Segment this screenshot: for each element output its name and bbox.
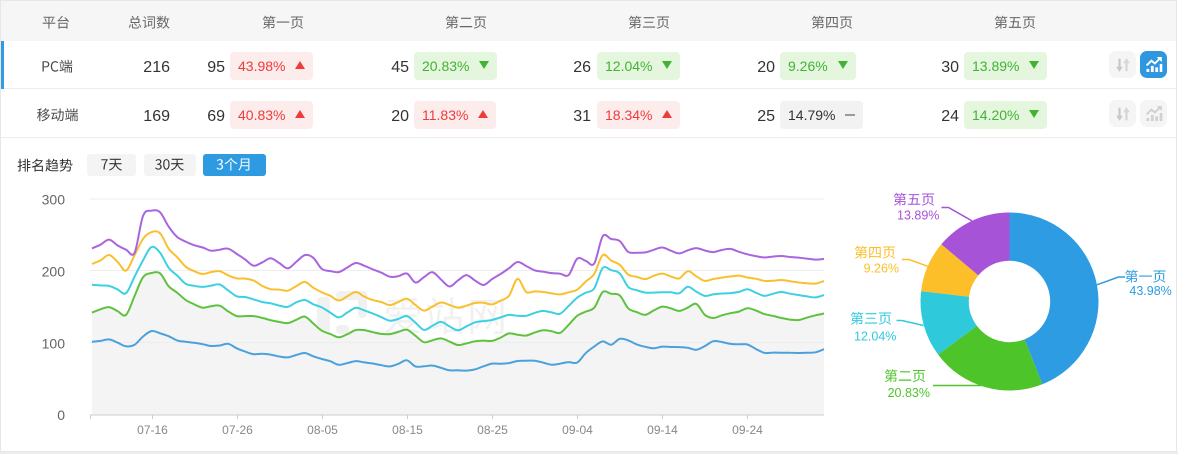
svg-text:13.89%: 13.89%: [897, 209, 939, 223]
svg-text:12.04%: 12.04%: [854, 330, 896, 344]
svg-text:08-05: 08-05: [307, 423, 338, 437]
svg-text:9.26%: 9.26%: [864, 262, 899, 276]
svg-text:07-16: 07-16: [137, 423, 168, 437]
svg-text:100: 100: [42, 336, 66, 352]
svg-text:09-14: 09-14: [647, 423, 678, 437]
svg-text:07-26: 07-26: [222, 423, 253, 437]
svg-text:300: 300: [42, 192, 66, 208]
svg-text:20.83%: 20.83%: [888, 386, 930, 400]
svg-text:08-15: 08-15: [392, 423, 423, 437]
svg-text:0: 0: [57, 407, 65, 423]
svg-text:09-04: 09-04: [562, 423, 593, 437]
svg-text:200: 200: [42, 264, 66, 280]
svg-text:08-25: 08-25: [477, 423, 508, 437]
svg-text:09-24: 09-24: [732, 423, 763, 437]
svg-text:43.98%: 43.98%: [1129, 284, 1171, 298]
